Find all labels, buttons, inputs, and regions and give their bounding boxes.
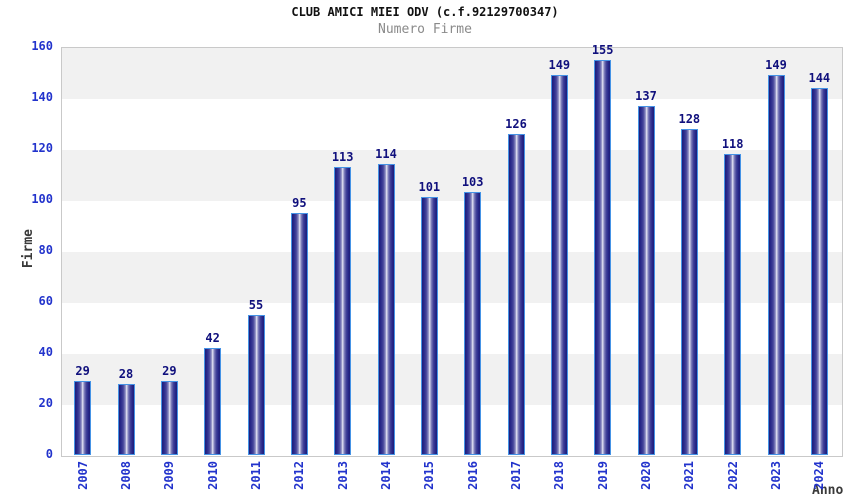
bar-value-label: 28	[118, 366, 134, 381]
y-tick-label: 80	[38, 243, 53, 257]
y-tick-label: 0	[45, 447, 53, 461]
bar	[377, 164, 395, 455]
x-tick-label: 2013	[335, 461, 350, 490]
bar-value-label: 149	[548, 58, 571, 73]
x-tick-label: 2012	[292, 461, 307, 490]
bar	[74, 381, 92, 455]
bar-value-label: 103	[461, 175, 484, 190]
bar-value-label: 114	[375, 147, 397, 162]
bar-value-label: 137	[635, 88, 657, 103]
bar-value-label: 29	[162, 364, 177, 379]
bar-value-label: 95	[292, 195, 307, 210]
bar-value-label: 155	[591, 42, 614, 57]
bar	[420, 197, 438, 455]
bar	[724, 154, 742, 455]
bar-value-label: 128	[678, 111, 701, 126]
y-tick-label: 100	[31, 192, 53, 206]
x-tick-label: 2017	[509, 461, 523, 490]
bar-value-label: 55	[248, 297, 264, 312]
x-tick-label: 2009	[162, 461, 177, 490]
bar	[464, 192, 482, 455]
bar	[160, 381, 178, 455]
x-tick-label: 2023	[769, 461, 783, 490]
x-tick-label: 2014	[379, 461, 393, 490]
plot-area	[61, 47, 843, 457]
bar	[680, 128, 698, 455]
x-tick-label: 2021	[682, 461, 697, 490]
x-tick-label: 2024	[812, 461, 827, 490]
bar-value-label: 29	[75, 364, 90, 379]
bar	[767, 75, 785, 455]
bar	[594, 59, 612, 455]
bar	[507, 133, 525, 455]
y-tick-label: 140	[31, 90, 53, 104]
chart-title: CLUB AMICI MIEI ODV (c.f.92129700347)	[291, 5, 559, 19]
bar-value-label: 144	[808, 70, 831, 85]
bar	[810, 87, 828, 455]
x-tick-label: 2011	[249, 461, 263, 490]
x-tick-label: 2016	[465, 461, 480, 490]
y-tick-label: 60	[38, 294, 53, 308]
x-tick-label: 2015	[422, 461, 437, 490]
bar	[290, 212, 308, 455]
x-tick-label: 2018	[552, 461, 567, 490]
x-axis-title: Anno	[812, 483, 844, 498]
bar	[204, 347, 222, 455]
y-tick-label: 120	[31, 141, 53, 155]
x-tick-label: 2019	[595, 461, 610, 490]
bar-value-label: 42	[205, 330, 220, 345]
bar	[247, 314, 265, 455]
y-tick-label: 20	[38, 396, 53, 410]
y-tick-label: 160	[31, 39, 53, 53]
x-tick-label: 2010	[205, 461, 220, 490]
bar-value-label: 101	[418, 180, 441, 195]
x-tick-label: 2020	[639, 461, 653, 490]
bar-value-label: 149	[765, 58, 787, 73]
y-tick-label: 40	[38, 345, 53, 359]
bar	[550, 75, 568, 455]
bar	[334, 166, 352, 455]
bar-value-label: 113	[331, 149, 354, 164]
x-tick-label: 2008	[119, 461, 133, 490]
bar	[637, 105, 655, 455]
x-tick-label: 2007	[75, 461, 90, 490]
bar-value-label: 118	[721, 137, 744, 152]
bar-value-label: 126	[505, 116, 527, 131]
chart-subtitle: Numero Firme	[378, 22, 472, 37]
bar	[117, 383, 135, 455]
x-tick-label: 2022	[725, 461, 740, 490]
